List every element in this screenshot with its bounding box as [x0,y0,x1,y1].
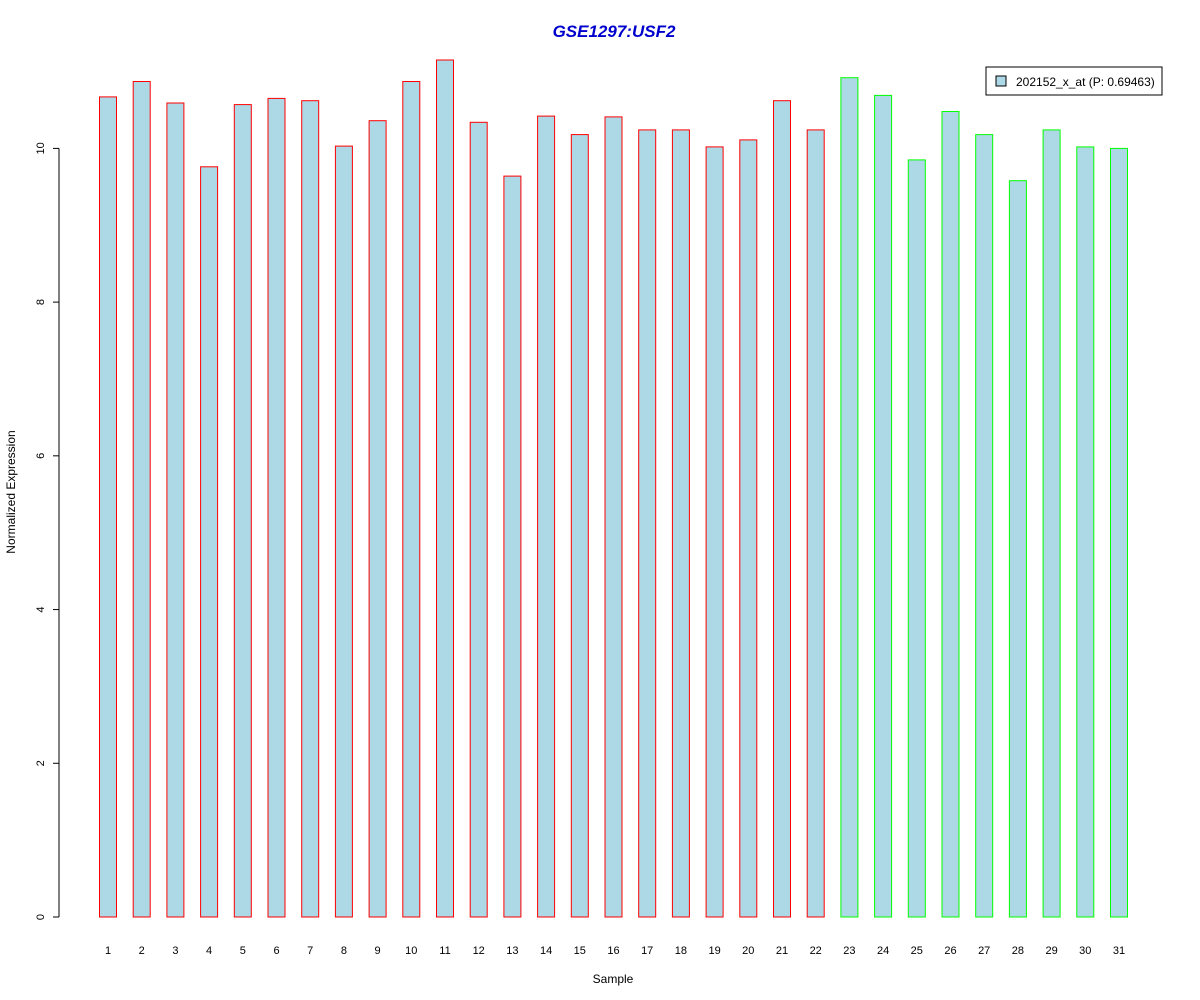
bar-sample-19 [705,146,724,918]
y-tick-label: 6 [35,453,47,459]
bar-sample-24 [874,94,893,918]
x-tick-label: 22 [810,945,822,957]
bar-sample-25 [907,159,926,918]
x-tick-label: 5 [240,945,246,957]
bar-sample-31 [1110,147,1128,918]
x-tick-labels: 1 2 3 4 5 6 7 8 9 10 11 12 13 14 15 16 17 18 19 20 21 22 23 24 2… [105,945,1125,957]
bar-sample-28 [1008,180,1027,918]
bar-sample-14 [537,115,556,918]
y-tick-label: 2 [35,760,47,766]
y-tick-label: 4 [35,606,47,612]
chart-title: GSE1297:USF2 [553,22,676,41]
y-tick-label: 8 [35,299,47,305]
bars [99,59,1128,918]
bar-sample-4 [200,166,219,918]
bar-sample-7 [301,100,320,918]
x-axis-label: Sample [593,972,634,986]
bar-sample-3 [166,102,185,918]
y-tick-label: 0 [35,914,47,920]
legend-label: 202152_x_at (P: 0.69463) [1016,75,1155,89]
x-tick-label: 4 [206,945,212,957]
x-tick-label: 14 [540,945,552,957]
x-tick-label: 12 [473,945,485,957]
bar-sample-30 [1076,146,1095,918]
x-tick-label: 23 [843,945,855,957]
y-axis-label: Normalized Expression [4,430,18,553]
bar-sample-17 [638,129,657,918]
x-tick-label: 27 [978,945,990,957]
x-tick-label: 21 [776,945,788,957]
x-tick-label: 29 [1045,945,1057,957]
bar-sample-5 [233,104,252,918]
bar-sample-27 [975,134,994,918]
x-tick-label: 8 [341,945,347,957]
x-tick-label: 7 [307,945,313,957]
bar-sample-20 [739,139,758,918]
x-tick-label: 28 [1012,945,1024,957]
bar-sample-26 [941,111,960,918]
bar-sample-10 [402,81,421,918]
bar-sample-22 [806,129,825,918]
bar-sample-11 [436,59,454,918]
legend-swatch [995,75,1007,87]
y-axis: 0 2 4 6 8 10 [35,142,60,920]
x-tick-label: 6 [273,945,279,957]
y-tick-label: 10 [35,142,47,154]
x-tick-label: 1 [105,945,111,957]
bar-sample-13 [503,175,522,918]
x-tick-label: 9 [375,945,381,957]
x-tick-label: 15 [574,945,586,957]
bar-sample-8 [334,145,353,918]
bar-sample-29 [1042,129,1061,918]
bar-sample-23 [840,77,859,918]
x-tick-label: 20 [742,945,754,957]
x-tick-label: 24 [877,945,889,957]
x-tick-label: 2 [139,945,145,957]
bar-sample-21 [773,100,791,918]
x-tick-label: 31 [1113,945,1125,957]
legend-box [985,66,1163,96]
x-tick-label: 18 [675,945,687,957]
x-tick-label: 19 [708,945,720,957]
x-tick-label: 17 [641,945,653,957]
legend: 202152_x_at (P: 0.69463) [985,66,1163,96]
x-tick-label: 3 [172,945,178,957]
bar-sample-1 [99,96,117,918]
bar-sample-2 [132,81,151,918]
bar-sample-15 [570,134,589,918]
x-tick-label: 11 [439,945,450,957]
x-tick-label: 10 [405,945,417,957]
bar-sample-16 [604,116,623,918]
bar-sample-6 [267,97,286,918]
bar-sample-18 [671,129,690,918]
x-tick-label: 25 [911,945,923,957]
bar-sample-9 [368,120,387,918]
x-tick-label: 26 [944,945,956,957]
x-tick-label: 16 [607,945,619,957]
x-tick-label: 13 [506,945,518,957]
x-tick-label: 30 [1079,945,1091,957]
bar-sample-12 [469,121,488,918]
